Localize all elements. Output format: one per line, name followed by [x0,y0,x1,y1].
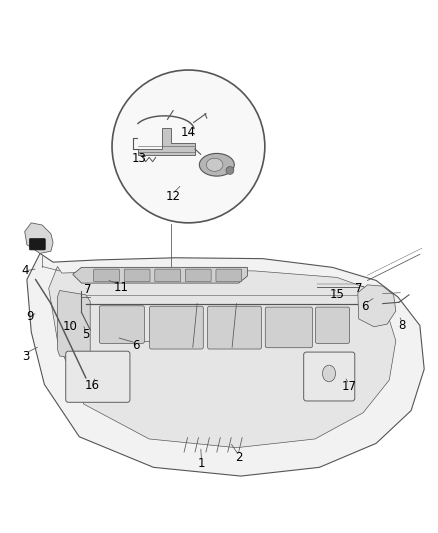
Text: 6: 6 [361,300,369,313]
Text: 15: 15 [329,288,344,301]
Text: 17: 17 [342,380,357,393]
Polygon shape [73,268,247,283]
Polygon shape [57,290,90,360]
FancyBboxPatch shape [94,269,120,282]
FancyBboxPatch shape [304,352,355,401]
FancyBboxPatch shape [185,269,211,282]
Text: 1: 1 [198,457,205,470]
FancyBboxPatch shape [315,307,350,343]
Text: 14: 14 [181,126,196,139]
Text: 4: 4 [21,264,28,277]
Polygon shape [358,285,396,327]
FancyBboxPatch shape [155,269,180,282]
Text: 6: 6 [132,340,140,352]
FancyBboxPatch shape [150,306,203,349]
Text: 7: 7 [84,282,92,296]
Text: 16: 16 [85,379,100,392]
Text: 7: 7 [355,282,363,295]
FancyBboxPatch shape [99,306,145,343]
FancyBboxPatch shape [29,239,45,250]
FancyBboxPatch shape [124,269,150,282]
Text: 8: 8 [399,319,406,332]
Text: 13: 13 [132,152,147,165]
Polygon shape [27,253,424,476]
FancyBboxPatch shape [265,307,312,348]
FancyBboxPatch shape [66,351,130,402]
Text: 2: 2 [235,451,242,464]
Text: 3: 3 [22,350,30,362]
Polygon shape [25,223,53,253]
Text: 5: 5 [82,328,89,341]
Circle shape [226,166,234,174]
Ellipse shape [206,158,223,171]
Ellipse shape [322,365,336,382]
Ellipse shape [199,154,234,176]
Text: 12: 12 [166,190,180,203]
Polygon shape [138,128,195,155]
FancyBboxPatch shape [208,306,261,349]
Text: 10: 10 [62,320,77,333]
Text: 11: 11 [113,281,128,294]
Text: 9: 9 [27,310,34,323]
Circle shape [112,70,265,223]
FancyBboxPatch shape [216,269,242,282]
Polygon shape [49,266,396,448]
